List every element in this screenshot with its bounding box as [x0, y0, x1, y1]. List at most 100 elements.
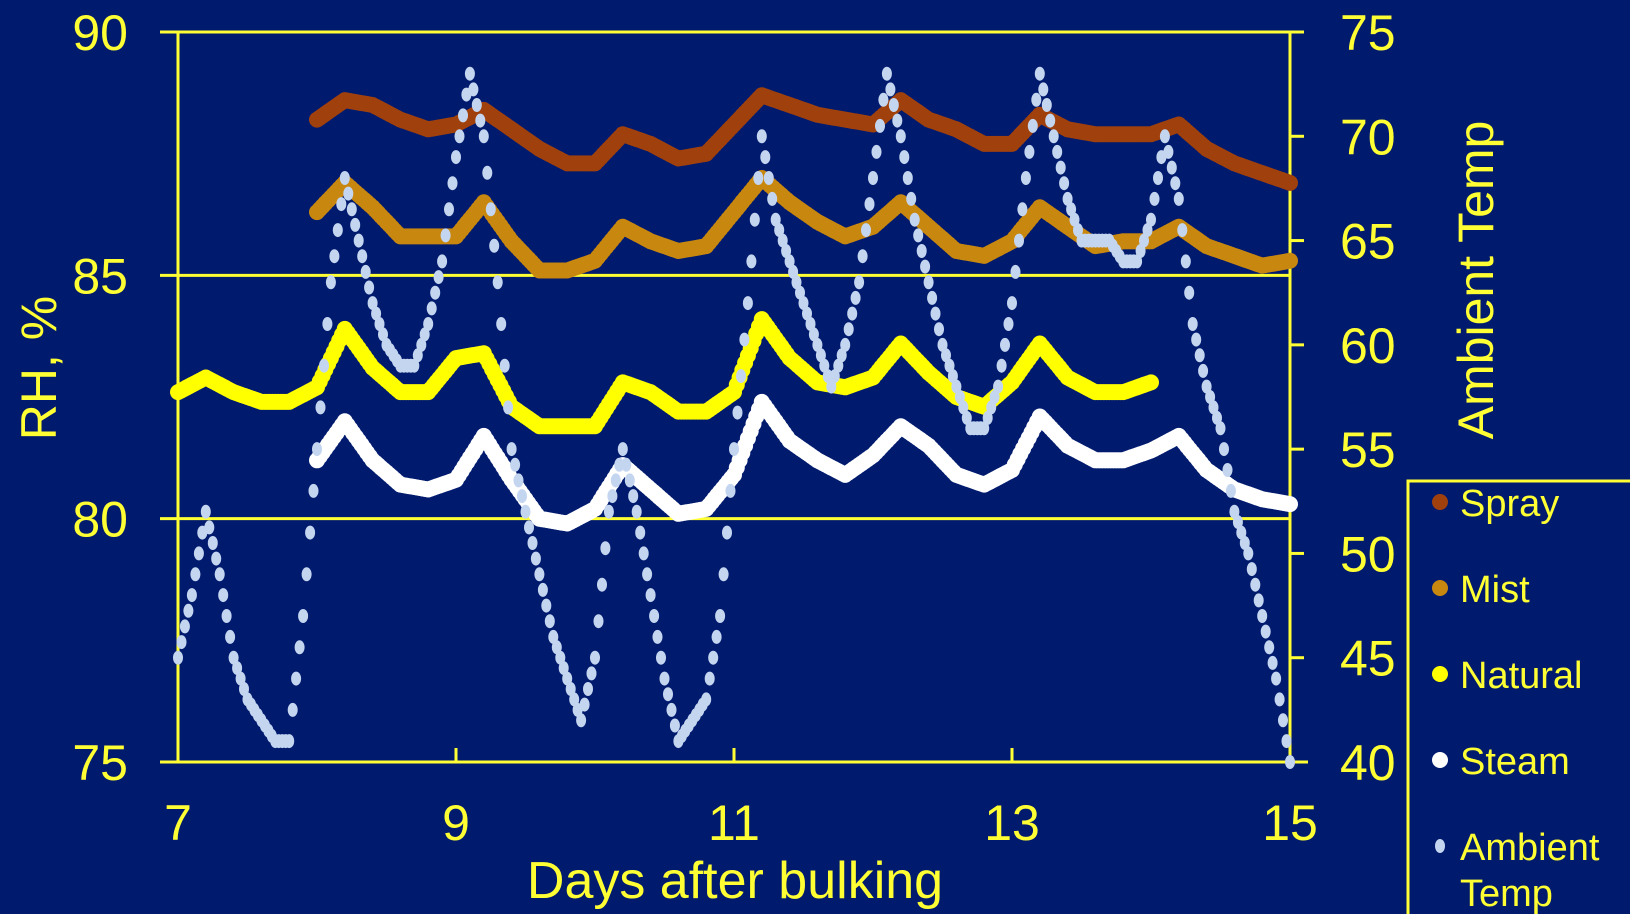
- data-point: [639, 546, 649, 560]
- data-point: [1028, 119, 1038, 133]
- data-point: [180, 619, 190, 633]
- data-point: [1174, 192, 1184, 206]
- data-point: [1017, 202, 1027, 216]
- x-tick-label-9: 9: [442, 795, 470, 851]
- data-point: [500, 359, 510, 373]
- data-point: [712, 630, 722, 644]
- data-point: [343, 187, 353, 201]
- data-point: [1282, 496, 1298, 512]
- data-point: [1268, 656, 1278, 670]
- data-point: [1049, 129, 1059, 143]
- y2-tick-label-50: 50: [1340, 526, 1396, 582]
- data-point: [882, 67, 892, 81]
- data-point: [1282, 734, 1292, 748]
- data-point: [708, 651, 718, 665]
- y2-tick-label-75: 75: [1340, 5, 1396, 61]
- data-point: [580, 698, 590, 712]
- y-tick-label-85: 85: [72, 248, 128, 304]
- data-point: [211, 552, 221, 566]
- data-point: [489, 239, 499, 253]
- data-point: [465, 67, 475, 81]
- data-point: [993, 380, 1003, 394]
- data-point: [729, 442, 739, 456]
- data-point: [1011, 265, 1021, 279]
- data-point: [701, 692, 711, 706]
- data-point: [288, 703, 298, 717]
- data-point: [1257, 609, 1267, 623]
- data-point: [448, 176, 458, 190]
- data-point: [646, 588, 656, 602]
- data-point: [1282, 175, 1298, 191]
- data-point: [1271, 672, 1281, 686]
- data-point: [635, 526, 645, 540]
- x-axis-title: Days after bulking: [527, 852, 943, 910]
- data-point: [625, 473, 635, 487]
- data-point: [521, 505, 531, 519]
- data-point: [910, 213, 920, 227]
- data-point: [705, 672, 715, 686]
- data-point: [715, 609, 725, 623]
- data-point: [444, 202, 454, 216]
- data-point: [364, 281, 374, 295]
- data-point: [607, 489, 617, 503]
- data-point: [1059, 176, 1069, 190]
- data-point: [514, 473, 524, 487]
- data-point: [1219, 442, 1229, 456]
- data-point: [722, 526, 732, 540]
- data-point: [1160, 129, 1170, 143]
- data-point: [1143, 374, 1159, 390]
- data-point: [1195, 348, 1205, 362]
- data-point: [719, 567, 729, 581]
- data-point: [611, 473, 621, 487]
- data-point: [177, 635, 187, 649]
- data-point: [1275, 692, 1285, 706]
- data-point: [1014, 234, 1024, 248]
- y-tick-label-90: 90: [72, 5, 128, 61]
- data-point: [423, 317, 433, 331]
- data-point: [649, 609, 659, 623]
- data-point: [479, 129, 489, 143]
- y2-tick-label-45: 45: [1340, 631, 1396, 687]
- data-point: [510, 458, 520, 472]
- data-point: [917, 244, 927, 258]
- data-point: [746, 254, 756, 268]
- data-point: [868, 171, 878, 185]
- data-point: [1045, 114, 1055, 128]
- data-point: [1024, 145, 1034, 159]
- data-point: [1264, 640, 1274, 654]
- data-point: [576, 713, 586, 727]
- data-point: [590, 651, 600, 665]
- data-point: [858, 249, 868, 263]
- legend-marker-natural: [1432, 666, 1448, 682]
- data-point: [437, 254, 447, 268]
- data-point: [587, 666, 597, 680]
- data-point: [1146, 213, 1156, 227]
- data-point: [347, 202, 357, 216]
- data-point: [764, 171, 774, 185]
- y2-tick-label-55: 55: [1340, 422, 1396, 478]
- data-point: [1191, 333, 1201, 347]
- data-point: [1177, 223, 1187, 237]
- data-point: [1216, 421, 1226, 435]
- data-point: [357, 249, 367, 263]
- data-point: [496, 317, 506, 331]
- legend-marker-steam: [1432, 752, 1448, 768]
- y-axis-title: RH, %: [11, 296, 67, 440]
- data-point: [854, 275, 864, 289]
- data-point: [1184, 286, 1194, 300]
- legend-label-natural: Natural: [1460, 655, 1583, 697]
- data-point: [621, 458, 631, 472]
- data-point: [1223, 463, 1233, 477]
- data-point: [878, 93, 888, 107]
- data-point: [1226, 484, 1236, 498]
- data-point: [1167, 161, 1177, 175]
- data-point: [517, 489, 527, 503]
- data-point: [295, 640, 305, 654]
- legend-marker-spray: [1432, 494, 1448, 510]
- data-point: [1170, 176, 1180, 190]
- data-point: [743, 296, 753, 310]
- data-point: [1052, 145, 1062, 159]
- data-point: [524, 520, 534, 534]
- y2-tick-label-60: 60: [1340, 318, 1396, 374]
- data-point: [441, 228, 451, 242]
